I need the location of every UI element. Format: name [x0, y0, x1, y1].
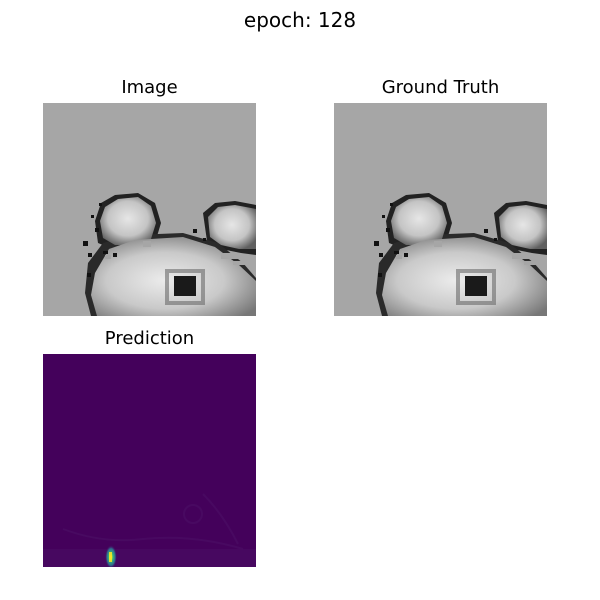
- image-panel-title: Image: [121, 77, 178, 98]
- image-lobe-right: [208, 205, 256, 249]
- ground-truth-lobe-left: [391, 197, 447, 245]
- ground-truth-panel-graphic: [334, 103, 547, 316]
- image-panel-graphic: [43, 103, 256, 316]
- figure-title: epoch: 128: [243, 8, 357, 32]
- image-panel: [43, 103, 256, 316]
- ground-truth-dark-spot-halo: [456, 269, 496, 305]
- prediction-panel: [43, 354, 256, 567]
- image-body: [91, 237, 256, 316]
- image-dark-spot: [174, 276, 196, 296]
- image-speckles: [83, 203, 206, 277]
- prediction-faint-structures: [62, 493, 244, 550]
- image-lobe-left: [100, 197, 156, 245]
- prediction-panel-graphic: [43, 354, 256, 567]
- ground-truth-lobe-right: [499, 205, 547, 249]
- prediction-panel-title: Prediction: [104, 328, 195, 349]
- ground-truth-panel: [334, 103, 547, 316]
- prediction-bottom-band: [43, 549, 256, 567]
- image-dark-spot-halo: [165, 269, 205, 305]
- ground-truth-speckles-light: [396, 241, 539, 265]
- ground-truth-dark-spot: [465, 276, 487, 296]
- ground-truth-speckles: [374, 203, 497, 277]
- image-speckles-light: [105, 241, 248, 265]
- prediction-background: [43, 354, 256, 567]
- ground-truth-panel-title: Ground Truth: [381, 77, 500, 98]
- ground-truth-body: [382, 237, 547, 316]
- prediction-hotspot-core: [109, 552, 112, 562]
